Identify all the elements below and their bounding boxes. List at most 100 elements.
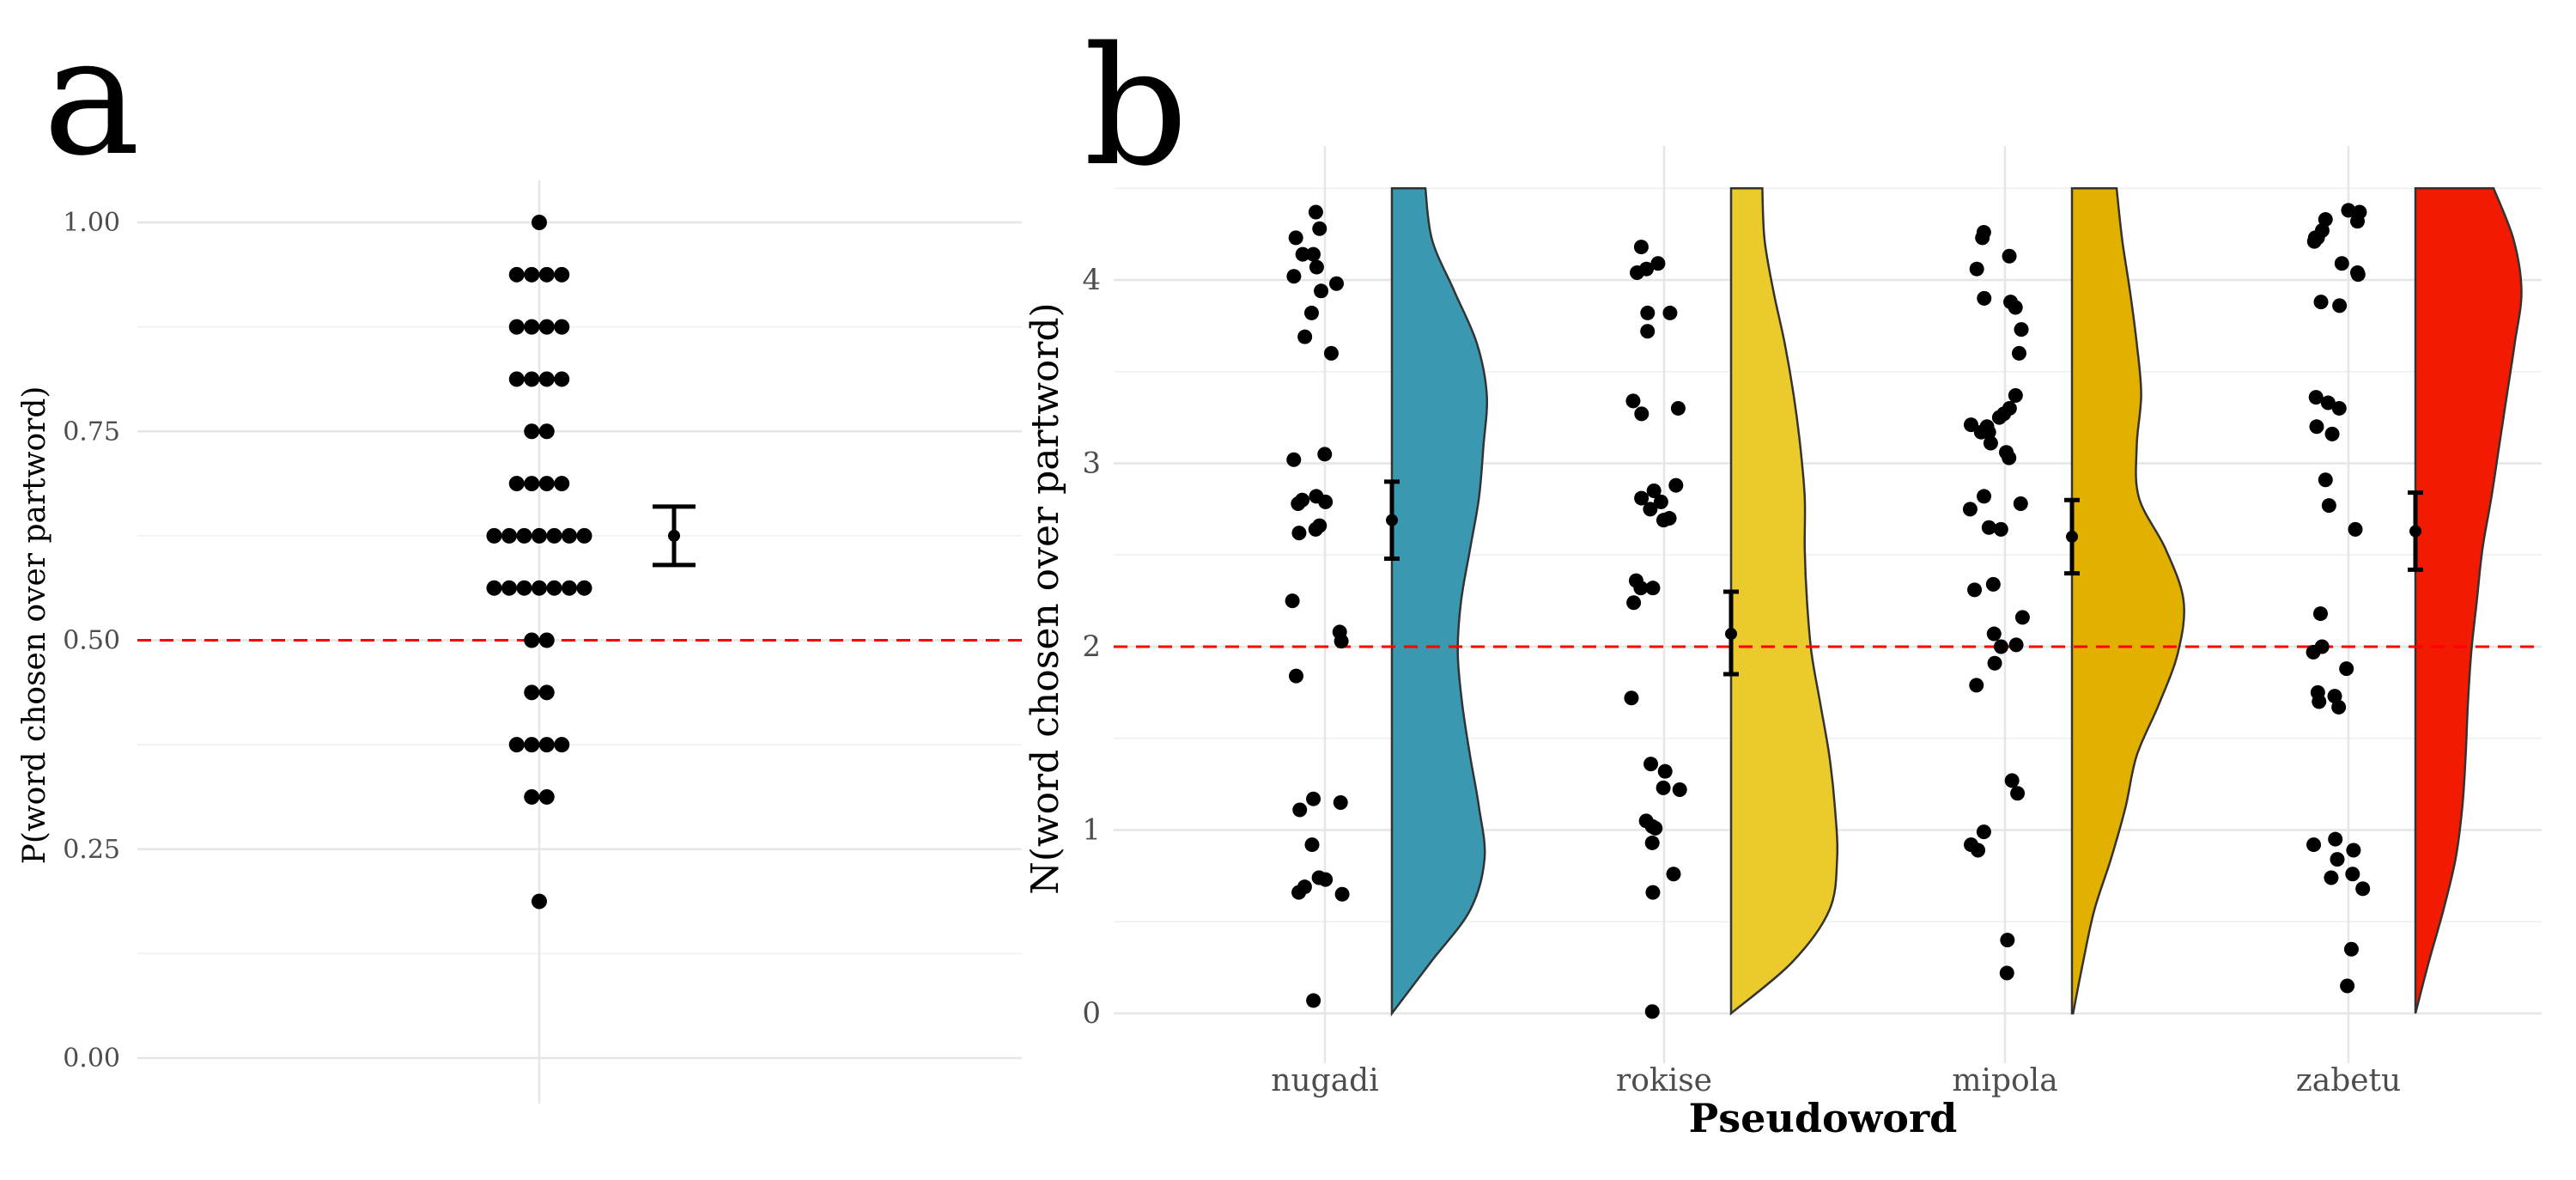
data-point-rokise — [1666, 867, 1681, 882]
data-point-rokise — [1633, 240, 1649, 255]
x-tick-label-nugadi: nugadi — [1271, 1063, 1378, 1098]
data-point-mipola — [2002, 248, 2017, 264]
data-point-mipola — [2013, 496, 2028, 511]
data-point-zabetu — [2321, 498, 2336, 514]
data-point-rokise — [1656, 513, 1671, 528]
data-point-zabetu — [2327, 689, 2342, 704]
data-point — [524, 319, 540, 335]
data-point — [532, 893, 547, 909]
data-point — [532, 215, 547, 230]
data-point — [538, 788, 555, 805]
data-point — [554, 737, 570, 753]
data-point-nugadi — [1291, 885, 1307, 900]
data-point-zabetu — [2339, 661, 2354, 677]
data-point-mipola — [2008, 637, 2024, 653]
data-point-rokise — [1657, 763, 1673, 779]
data-point — [524, 632, 540, 648]
data-point-zabetu — [2350, 267, 2366, 283]
y-tick-label: 0.50 — [63, 626, 120, 656]
data-point — [562, 580, 577, 596]
data-point-nugadi — [1308, 521, 1323, 537]
data-point — [554, 371, 570, 387]
data-point-nugadi — [1333, 794, 1348, 810]
data-point — [538, 476, 555, 492]
y-tick-label: 0.75 — [63, 417, 120, 447]
data-point-mipola — [1977, 290, 1992, 306]
data-point-zabetu — [2355, 881, 2371, 897]
panel-a-error-bar — [653, 504, 696, 568]
y-tick-label: 0 — [1082, 996, 1101, 1031]
data-point — [486, 527, 502, 544]
x-tick-label-mipola: mipola — [1952, 1063, 2057, 1098]
data-point-zabetu — [2349, 214, 2365, 229]
data-point-zabetu — [2306, 837, 2322, 853]
data-point — [486, 580, 502, 596]
data-point-mipola — [1986, 626, 2002, 642]
data-point-zabetu — [2318, 472, 2333, 488]
data-point-zabetu — [2348, 521, 2363, 537]
panel-a-grid — [137, 180, 1022, 1104]
panel-b-error-bars — [1384, 479, 2423, 677]
data-point-zabetu — [2345, 867, 2360, 882]
data-point — [524, 788, 540, 805]
data-point-nugadi — [1306, 791, 1321, 806]
data-point — [524, 266, 540, 283]
data-point — [532, 527, 547, 544]
data-point-mipola — [1987, 655, 2002, 671]
data-point-rokise — [1640, 305, 1656, 320]
y-tick-label: 2 — [1082, 630, 1101, 664]
data-point-nugadi — [1309, 259, 1324, 275]
data-point — [538, 684, 555, 701]
data-point — [538, 319, 555, 335]
data-point-mipola — [1985, 576, 2001, 592]
data-point-mipola — [2010, 786, 2026, 801]
data-point-rokise — [1653, 494, 1668, 509]
data-point — [524, 476, 540, 492]
data-point — [524, 684, 540, 701]
data-point-nugadi — [1312, 221, 1327, 236]
data-point-nugadi — [1306, 993, 1321, 1008]
data-point — [516, 580, 532, 596]
data-point-mipola — [1999, 965, 2014, 981]
panel-b-letter: b — [1084, 12, 1188, 202]
data-point-zabetu — [2330, 852, 2345, 867]
data-point-mipola — [2014, 610, 2030, 625]
data-point-zabetu — [2312, 694, 2327, 709]
mean-point — [668, 529, 680, 542]
data-point — [516, 527, 532, 544]
data-point-rokise — [1625, 393, 1641, 409]
data-point — [524, 371, 540, 387]
panel-b-density-clouds — [1390, 187, 2523, 1017]
data-point-mipola — [2002, 450, 2017, 465]
data-point — [508, 476, 525, 492]
panel-a-y-ticks: 0.00 0.25 0.50 0.75 1.00 — [63, 208, 120, 1074]
data-point-nugadi — [1323, 345, 1339, 361]
mean-point-zabetu — [2409, 525, 2421, 538]
data-point-zabetu — [2343, 941, 2359, 957]
panel-b-points — [1285, 203, 2371, 1019]
data-point-mipola — [1977, 489, 1992, 504]
data-point-mipola — [1975, 230, 1990, 246]
data-point-rokise — [1668, 477, 1684, 493]
data-point-mipola — [1993, 639, 2008, 654]
data-point-rokise — [1644, 1004, 1660, 1019]
panel-b-x-axis-label: Pseudoword — [1689, 1095, 1958, 1141]
data-point-mipola — [1963, 417, 1978, 433]
density-cloud-rokise — [1729, 187, 1839, 1016]
data-point-rokise — [1630, 265, 1645, 280]
data-point-nugadi — [1314, 283, 1329, 299]
data-point-nugadi — [1285, 593, 1300, 609]
data-point-mipola — [1981, 520, 1996, 535]
y-tick-label: 0.00 — [63, 1043, 120, 1074]
data-point — [576, 527, 592, 544]
data-point-zabetu — [2324, 870, 2339, 885]
data-point-mipola — [2008, 300, 2023, 315]
data-point-nugadi — [1328, 276, 1344, 291]
data-point-rokise — [1634, 490, 1649, 506]
data-point-rokise — [1646, 484, 1662, 499]
data-point-mipola — [1969, 261, 1984, 277]
data-point — [538, 632, 555, 648]
data-point-nugadi — [1317, 447, 1333, 462]
data-point-rokise — [1645, 885, 1661, 900]
x-tick-label-zabetu: zabetu — [2296, 1063, 2401, 1098]
